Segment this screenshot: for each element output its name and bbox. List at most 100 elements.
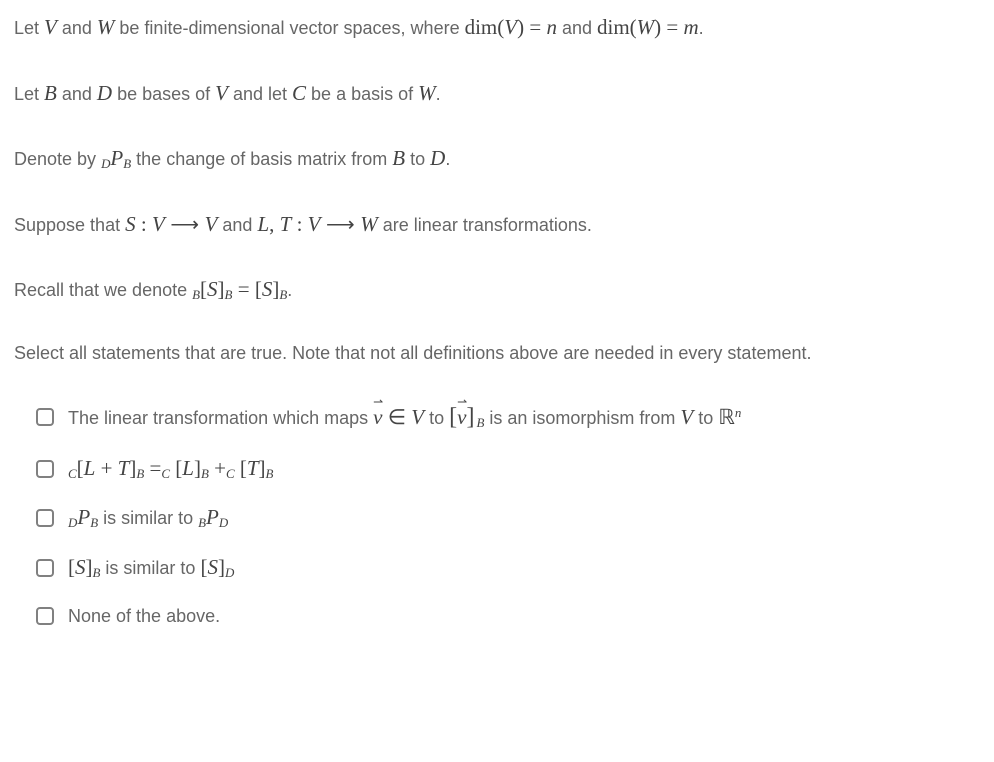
checkbox-icon[interactable]: [36, 509, 54, 527]
sym-lbr: [: [240, 456, 247, 480]
sym-C: C: [292, 81, 306, 105]
sym-colon: :: [136, 212, 152, 236]
sym-in: ∈: [382, 405, 411, 429]
paragraph-5: Recall that we denote B[S]B = [S]B.: [14, 274, 980, 306]
sym-B-sub: B: [90, 516, 98, 531]
sym-lbr: [: [68, 555, 75, 579]
text: Suppose that: [14, 215, 125, 235]
checkbox-icon[interactable]: [36, 559, 54, 577]
sym-D-sub: D: [68, 516, 77, 531]
sym-P: P: [110, 146, 123, 170]
text: the change of basis matrix from: [131, 149, 392, 169]
sym-lbr: [: [77, 456, 84, 480]
sym-T: T: [247, 456, 259, 480]
sym-rbr: ]: [86, 555, 93, 579]
sym-n-sup: n: [735, 404, 741, 419]
text: are linear transformations.: [378, 215, 592, 235]
options-list: The linear transformation which maps ⇀v …: [14, 401, 980, 631]
text: Let: [14, 84, 44, 104]
arrow-icon: ⟶: [165, 214, 205, 236]
sym-S: S: [207, 555, 218, 579]
arrow-icon: ⟶: [320, 214, 360, 236]
sym-L: L: [182, 456, 194, 480]
text: is an isomorphism from: [484, 408, 680, 428]
sym-rbr: ]: [194, 456, 201, 480]
text: None of the above.: [68, 606, 220, 626]
sym-V: V: [152, 212, 165, 236]
paragraph-1: Let V and W be finite-dimensional vector…: [14, 12, 980, 44]
checkbox-icon[interactable]: [36, 408, 54, 426]
sym-C-sub: C: [161, 466, 170, 481]
sym-comma: ,: [269, 212, 280, 236]
sym-V: V: [215, 81, 228, 105]
sym-lp: (: [630, 15, 637, 39]
sym-D: D: [430, 146, 445, 170]
sym-dim: dim: [597, 15, 630, 39]
sym-rbr: ]: [218, 555, 225, 579]
sym-L: L: [84, 456, 96, 480]
text: and: [217, 215, 257, 235]
vector-arrow-icon: ⇀: [373, 399, 382, 405]
sym-C-sub: C: [68, 466, 77, 481]
sym-S: S: [75, 555, 86, 579]
sym-S: S: [262, 277, 273, 301]
text: .: [445, 149, 450, 169]
sym-V: V: [205, 212, 218, 236]
text: is similar to: [98, 508, 198, 528]
sym-W: W: [637, 15, 655, 39]
sym-B-sub: B: [123, 156, 131, 171]
text: .: [699, 18, 704, 38]
text: Let: [14, 18, 44, 38]
checkbox-icon[interactable]: [36, 607, 54, 625]
text: .: [287, 280, 292, 300]
sym-D: D: [97, 81, 112, 105]
vec-v: ⇀v: [457, 403, 466, 432]
sym-B-sub: B: [201, 466, 209, 481]
option-4[interactable]: [S]B is similar to [S]D: [36, 553, 980, 582]
sym-dim: dim: [465, 15, 498, 39]
sym-V: V: [411, 405, 424, 429]
sym-R: ℝ: [718, 405, 735, 429]
option-4-label: [S]B is similar to [S]D: [68, 553, 234, 582]
option-5[interactable]: None of the above.: [36, 602, 980, 630]
vector-arrow-icon: ⇀: [457, 399, 466, 405]
text: Select all statements that are true. Not…: [14, 343, 811, 363]
sym-C-sub: C: [226, 466, 235, 481]
sym-lbr: [: [255, 277, 262, 301]
sym-S: S: [207, 277, 218, 301]
sym-P: P: [77, 505, 90, 529]
paragraph-2: Let B and D be bases of V and let C be a…: [14, 78, 980, 110]
sym-lbr: [: [200, 277, 207, 301]
sym-B: B: [44, 81, 57, 105]
sym-W: W: [360, 212, 378, 236]
sym-eq: =: [232, 277, 254, 301]
text: The linear transformation which maps: [68, 408, 373, 428]
sym-T: T: [118, 456, 130, 480]
text: be finite-dimensional vector spaces, whe…: [114, 18, 464, 38]
text: Denote by: [14, 149, 101, 169]
text: and let: [228, 84, 292, 104]
option-2-label: C[L + T]B =C [L]B +C [T]B: [68, 454, 273, 483]
text: to: [405, 149, 430, 169]
sym-n: n: [546, 15, 557, 39]
sym-W: W: [418, 81, 436, 105]
sym-eq: =: [524, 15, 546, 39]
sym-rbr: ]: [259, 456, 266, 480]
sym-L: L: [257, 212, 269, 236]
text: be bases of: [112, 84, 215, 104]
checkbox-icon[interactable]: [36, 460, 54, 478]
text: to: [424, 408, 449, 428]
sym-m: m: [684, 15, 699, 39]
vec-v: ⇀v: [373, 403, 382, 432]
sym-V: V: [44, 15, 57, 39]
option-1[interactable]: The linear transformation which maps ⇀v …: [36, 401, 980, 435]
text: is similar to: [100, 558, 200, 578]
sym-V: V: [504, 15, 517, 39]
sym-D-sub: D: [219, 516, 228, 531]
option-2[interactable]: C[L + T]B =C [L]B +C [T]B: [36, 454, 980, 483]
text: to: [693, 408, 718, 428]
option-5-label: None of the above.: [68, 604, 220, 629]
option-3[interactable]: DPB is similar to BPD: [36, 503, 980, 532]
text: Recall that we denote: [14, 280, 192, 300]
sym-plus: +: [95, 456, 117, 480]
